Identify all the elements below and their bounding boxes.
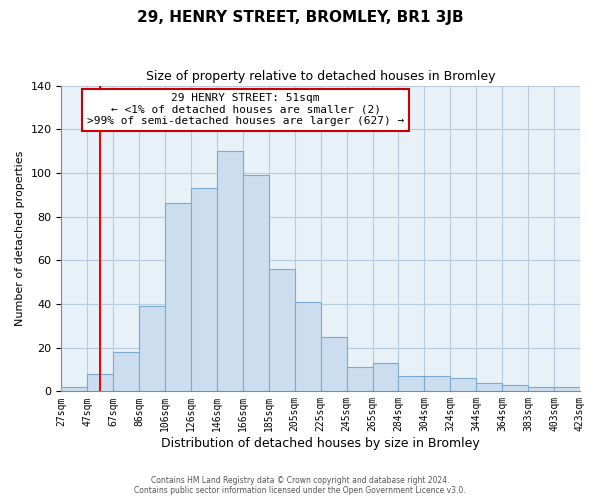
Bar <box>347 368 373 392</box>
Y-axis label: Number of detached properties: Number of detached properties <box>15 151 25 326</box>
Text: 29, HENRY STREET, BROMLEY, BR1 3JB: 29, HENRY STREET, BROMLEY, BR1 3JB <box>137 10 463 25</box>
Text: Contains HM Land Registry data © Crown copyright and database right 2024.
Contai: Contains HM Land Registry data © Crown c… <box>134 476 466 495</box>
Bar <box>217 151 243 392</box>
Bar <box>321 336 347 392</box>
Bar <box>424 376 451 392</box>
Bar <box>476 382 502 392</box>
Bar <box>113 352 139 392</box>
Bar <box>528 387 554 392</box>
Bar <box>398 376 424 392</box>
Bar <box>295 302 321 392</box>
Bar <box>373 363 398 392</box>
Bar <box>139 306 165 392</box>
Bar <box>554 387 580 392</box>
Bar <box>165 204 191 392</box>
Bar <box>269 269 295 392</box>
Text: 29 HENRY STREET: 51sqm
← <1% of detached houses are smaller (2)
>99% of semi-det: 29 HENRY STREET: 51sqm ← <1% of detached… <box>87 93 404 126</box>
Bar <box>61 387 88 392</box>
Bar <box>502 385 528 392</box>
Bar <box>88 374 113 392</box>
X-axis label: Distribution of detached houses by size in Bromley: Distribution of detached houses by size … <box>161 437 480 450</box>
Title: Size of property relative to detached houses in Bromley: Size of property relative to detached ho… <box>146 70 496 83</box>
Bar <box>451 378 476 392</box>
Bar <box>243 175 269 392</box>
Bar <box>191 188 217 392</box>
